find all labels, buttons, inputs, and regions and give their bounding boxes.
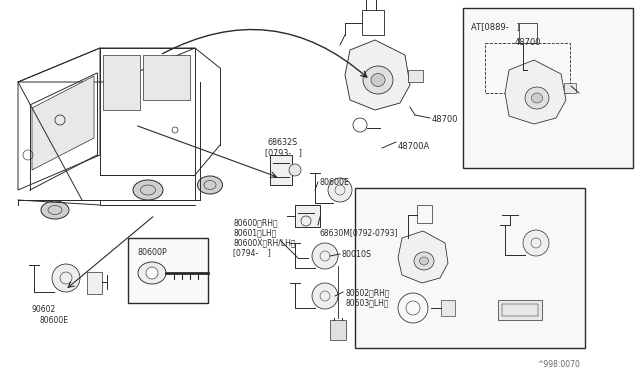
Text: 80603〈LH〉: 80603〈LH〉	[345, 298, 388, 307]
Ellipse shape	[198, 176, 223, 194]
Bar	[441, 300, 455, 316]
Bar	[502, 304, 538, 316]
Bar	[87, 272, 102, 294]
Bar	[408, 70, 423, 82]
Text: 80601〈LH〉: 80601〈LH〉	[233, 228, 276, 237]
Bar	[128, 238, 208, 303]
Text: 48700A: 48700A	[398, 142, 430, 151]
Bar	[498, 300, 542, 320]
Text: 80600〈RH〉: 80600〈RH〉	[233, 218, 278, 227]
Circle shape	[52, 264, 80, 292]
Polygon shape	[103, 55, 140, 110]
Ellipse shape	[414, 252, 434, 270]
Text: 90602: 90602	[32, 305, 56, 314]
Ellipse shape	[363, 66, 393, 94]
Bar	[564, 83, 576, 93]
Polygon shape	[345, 40, 410, 110]
Ellipse shape	[531, 93, 543, 103]
Circle shape	[312, 243, 338, 269]
Text: 80600E: 80600E	[320, 178, 350, 187]
Bar	[485, 43, 570, 93]
Ellipse shape	[525, 87, 549, 109]
Circle shape	[523, 230, 549, 256]
Text: [0793-   ]: [0793- ]	[265, 148, 302, 157]
Text: 48700: 48700	[515, 38, 541, 47]
Text: 80600X〈RH/LH〉: 80600X〈RH/LH〉	[233, 238, 296, 247]
Circle shape	[312, 283, 338, 309]
Text: 80600E: 80600E	[40, 316, 69, 325]
Ellipse shape	[371, 74, 385, 87]
Polygon shape	[32, 76, 94, 170]
Text: 68630M[0792-0793]: 68630M[0792-0793]	[320, 228, 399, 237]
Bar	[270, 155, 292, 185]
Circle shape	[328, 178, 352, 202]
Polygon shape	[505, 60, 566, 124]
Bar	[519, 23, 537, 43]
Text: 80602〈RH〉: 80602〈RH〉	[345, 288, 390, 297]
Text: ^998:0070: ^998:0070	[537, 360, 580, 369]
Polygon shape	[143, 55, 190, 100]
Text: 68632S: 68632S	[268, 138, 298, 147]
Text: 80010S: 80010S	[342, 250, 372, 259]
Ellipse shape	[41, 201, 69, 219]
Bar	[295, 205, 320, 227]
Circle shape	[289, 164, 301, 176]
Bar	[355, 188, 585, 348]
Ellipse shape	[138, 262, 166, 284]
Text: AT[0889-   ]: AT[0889- ]	[471, 22, 520, 31]
Text: [0794-    ]: [0794- ]	[233, 248, 271, 257]
Bar	[417, 205, 432, 223]
Bar	[362, 10, 384, 35]
Text: 80600P: 80600P	[138, 248, 168, 257]
Ellipse shape	[133, 180, 163, 200]
Polygon shape	[398, 231, 448, 283]
Text: 48700: 48700	[432, 115, 458, 124]
Bar	[463, 8, 633, 168]
Bar	[330, 320, 346, 340]
Circle shape	[146, 267, 158, 279]
Ellipse shape	[419, 257, 429, 265]
